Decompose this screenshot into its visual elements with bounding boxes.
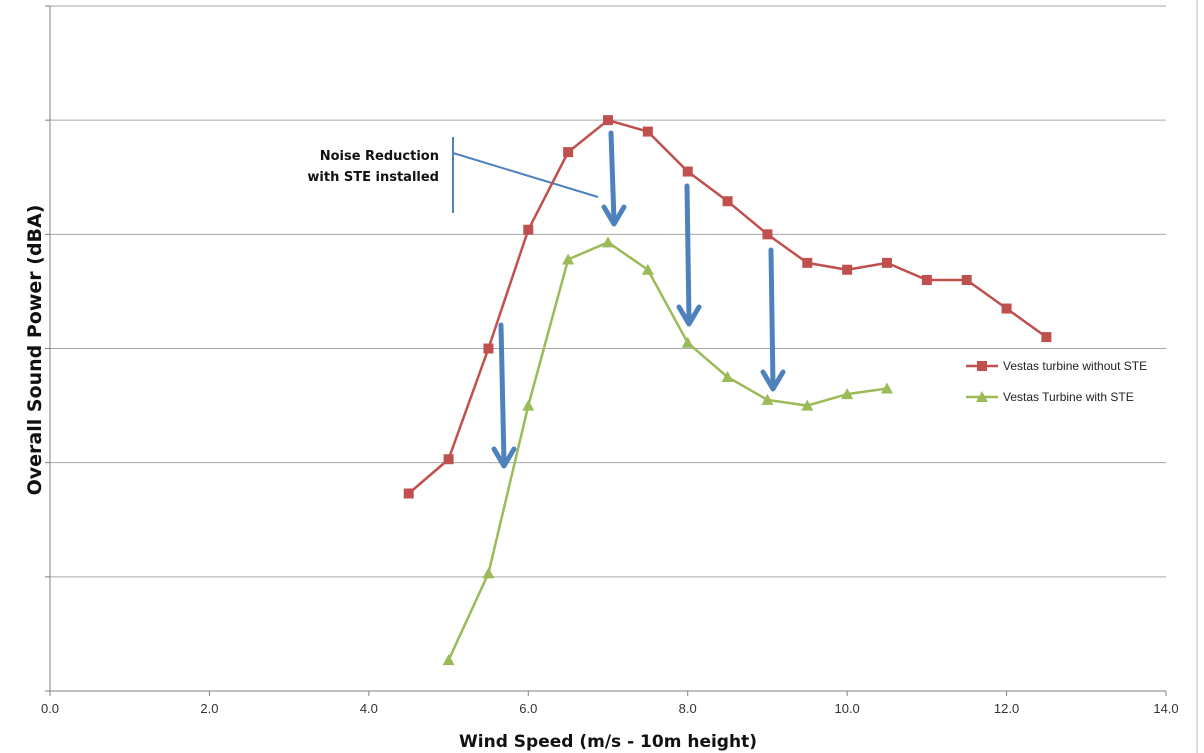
- data-point: [523, 224, 534, 235]
- data-point: [482, 567, 495, 579]
- series-line: [447, 241, 888, 661]
- legend-label: Vestas Turbine with STE: [1003, 390, 1134, 404]
- annotations: Noise Reduction with STE installed: [307, 130, 786, 469]
- data-point: [721, 371, 734, 383]
- x-tick-label: 4.0: [360, 701, 378, 716]
- legend-label: Vestas turbine without STE: [1003, 359, 1147, 373]
- data-point: [442, 654, 455, 666]
- x-axis-title: Wind Speed (m/s - 10m height): [459, 732, 757, 752]
- data-point: [681, 336, 694, 348]
- series-2: [442, 236, 893, 666]
- reduction-arrow-head: [676, 304, 702, 327]
- data-point: [841, 388, 854, 400]
- x-tick-label: 10.0: [834, 701, 859, 716]
- data-point: [602, 236, 614, 248]
- legend-marker: [976, 391, 988, 402]
- data-point: [842, 264, 853, 275]
- data-point: [961, 275, 972, 285]
- x-tick-label: 2.0: [200, 701, 218, 716]
- data-point: [722, 196, 733, 207]
- legend-marker: [977, 361, 987, 371]
- data-point: [921, 275, 932, 285]
- data-point: [483, 343, 494, 354]
- plot-area: [403, 115, 1052, 666]
- reduction-arrow: [608, 130, 617, 223]
- data-point: [603, 115, 613, 126]
- legend-item: Vestas turbine without STE: [966, 359, 1147, 373]
- data-point: [443, 454, 454, 465]
- reduction-arrow: [684, 183, 692, 323]
- reduction-arrow-head: [760, 369, 786, 392]
- data-point: [1001, 303, 1012, 314]
- reduction-arrow-head: [601, 204, 627, 227]
- x-tick-label: 14.0: [1153, 701, 1178, 716]
- data-point: [802, 257, 813, 268]
- x-tick-label: 8.0: [679, 701, 697, 716]
- reduction-arrow: [498, 322, 507, 465]
- data-point: [642, 126, 653, 137]
- axes: [45, 0, 1198, 753]
- data-point: [403, 488, 414, 499]
- data-point: [762, 229, 773, 240]
- legend-item: Vestas Turbine with STE: [966, 390, 1134, 404]
- data-point: [761, 393, 774, 405]
- data-point: [682, 166, 693, 177]
- data-point: [881, 382, 893, 394]
- data-point: [641, 263, 654, 275]
- reduction-arrow: [768, 247, 776, 388]
- legend: Vestas turbine without STE Vestas Turbine…: [966, 359, 1147, 404]
- data-point: [522, 399, 535, 411]
- data-point: [1041, 332, 1052, 343]
- data-point: [562, 253, 575, 265]
- text-labels: 0.0 2.0 4.0 6.0 8.0 10.0 12.0 14.0 Wind Speed (m…: [24, 205, 1179, 752]
- series-1: [403, 115, 1052, 499]
- reduction-arrow-head: [491, 446, 517, 469]
- data-point: [563, 147, 574, 158]
- data-point: [801, 399, 814, 411]
- x-tick-label: 0.0: [41, 701, 59, 716]
- annotation-leader-line: [452, 152, 599, 198]
- x-tick-label: 12.0: [994, 701, 1019, 716]
- data-point: [882, 257, 892, 268]
- x-tick-label: 6.0: [519, 701, 537, 716]
- annotation-text: with STE installed: [307, 170, 439, 185]
- y-axis-title: Overall Sound Power (dBA): [24, 205, 46, 496]
- annotation-text: Noise Reduction: [320, 149, 439, 164]
